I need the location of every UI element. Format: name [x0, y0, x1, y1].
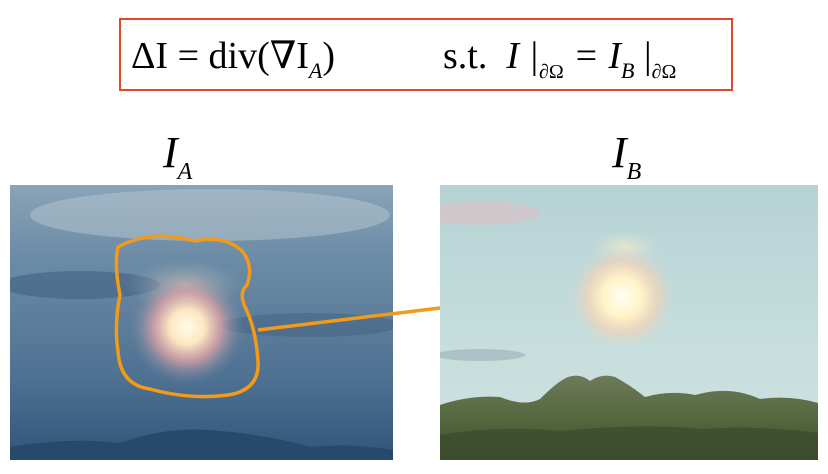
label-target-letter: I — [612, 128, 627, 177]
equation-lhs: ΔI = div(∇I — [131, 35, 309, 77]
boundary-equals: = I — [563, 35, 622, 77]
label-source-image: IA — [163, 128, 192, 185]
boundary-bar: | — [634, 35, 652, 77]
such-that-label: s.t. — [443, 35, 488, 77]
label-target-subscript: B — [626, 159, 642, 185]
boundary-subscript-1: ∂Ω — [538, 61, 564, 83]
boundary-subscript-B: B — [621, 58, 635, 83]
equation-lhs-subscript: A — [308, 58, 323, 83]
boundary-subscript-2: ∂Ω — [651, 61, 677, 83]
boundary-I: I | — [506, 35, 539, 77]
label-source-subscript: A — [177, 159, 193, 185]
target-image-svg — [440, 185, 818, 460]
boundary-condition: s.t. I |∂Ω = IB |∂Ω — [443, 28, 676, 90]
poisson-equation: ΔI = div(∇IA) — [131, 28, 335, 89]
equation-lhs-close: ) — [322, 35, 336, 77]
label-target-image: IB — [612, 128, 641, 185]
label-source-letter: I — [163, 128, 178, 177]
equation-box: ΔI = div(∇IA) s.t. I |∂Ω = IB |∂Ω — [119, 18, 733, 91]
source-region-outline — [114, 234, 260, 399]
target-image — [440, 185, 818, 460]
